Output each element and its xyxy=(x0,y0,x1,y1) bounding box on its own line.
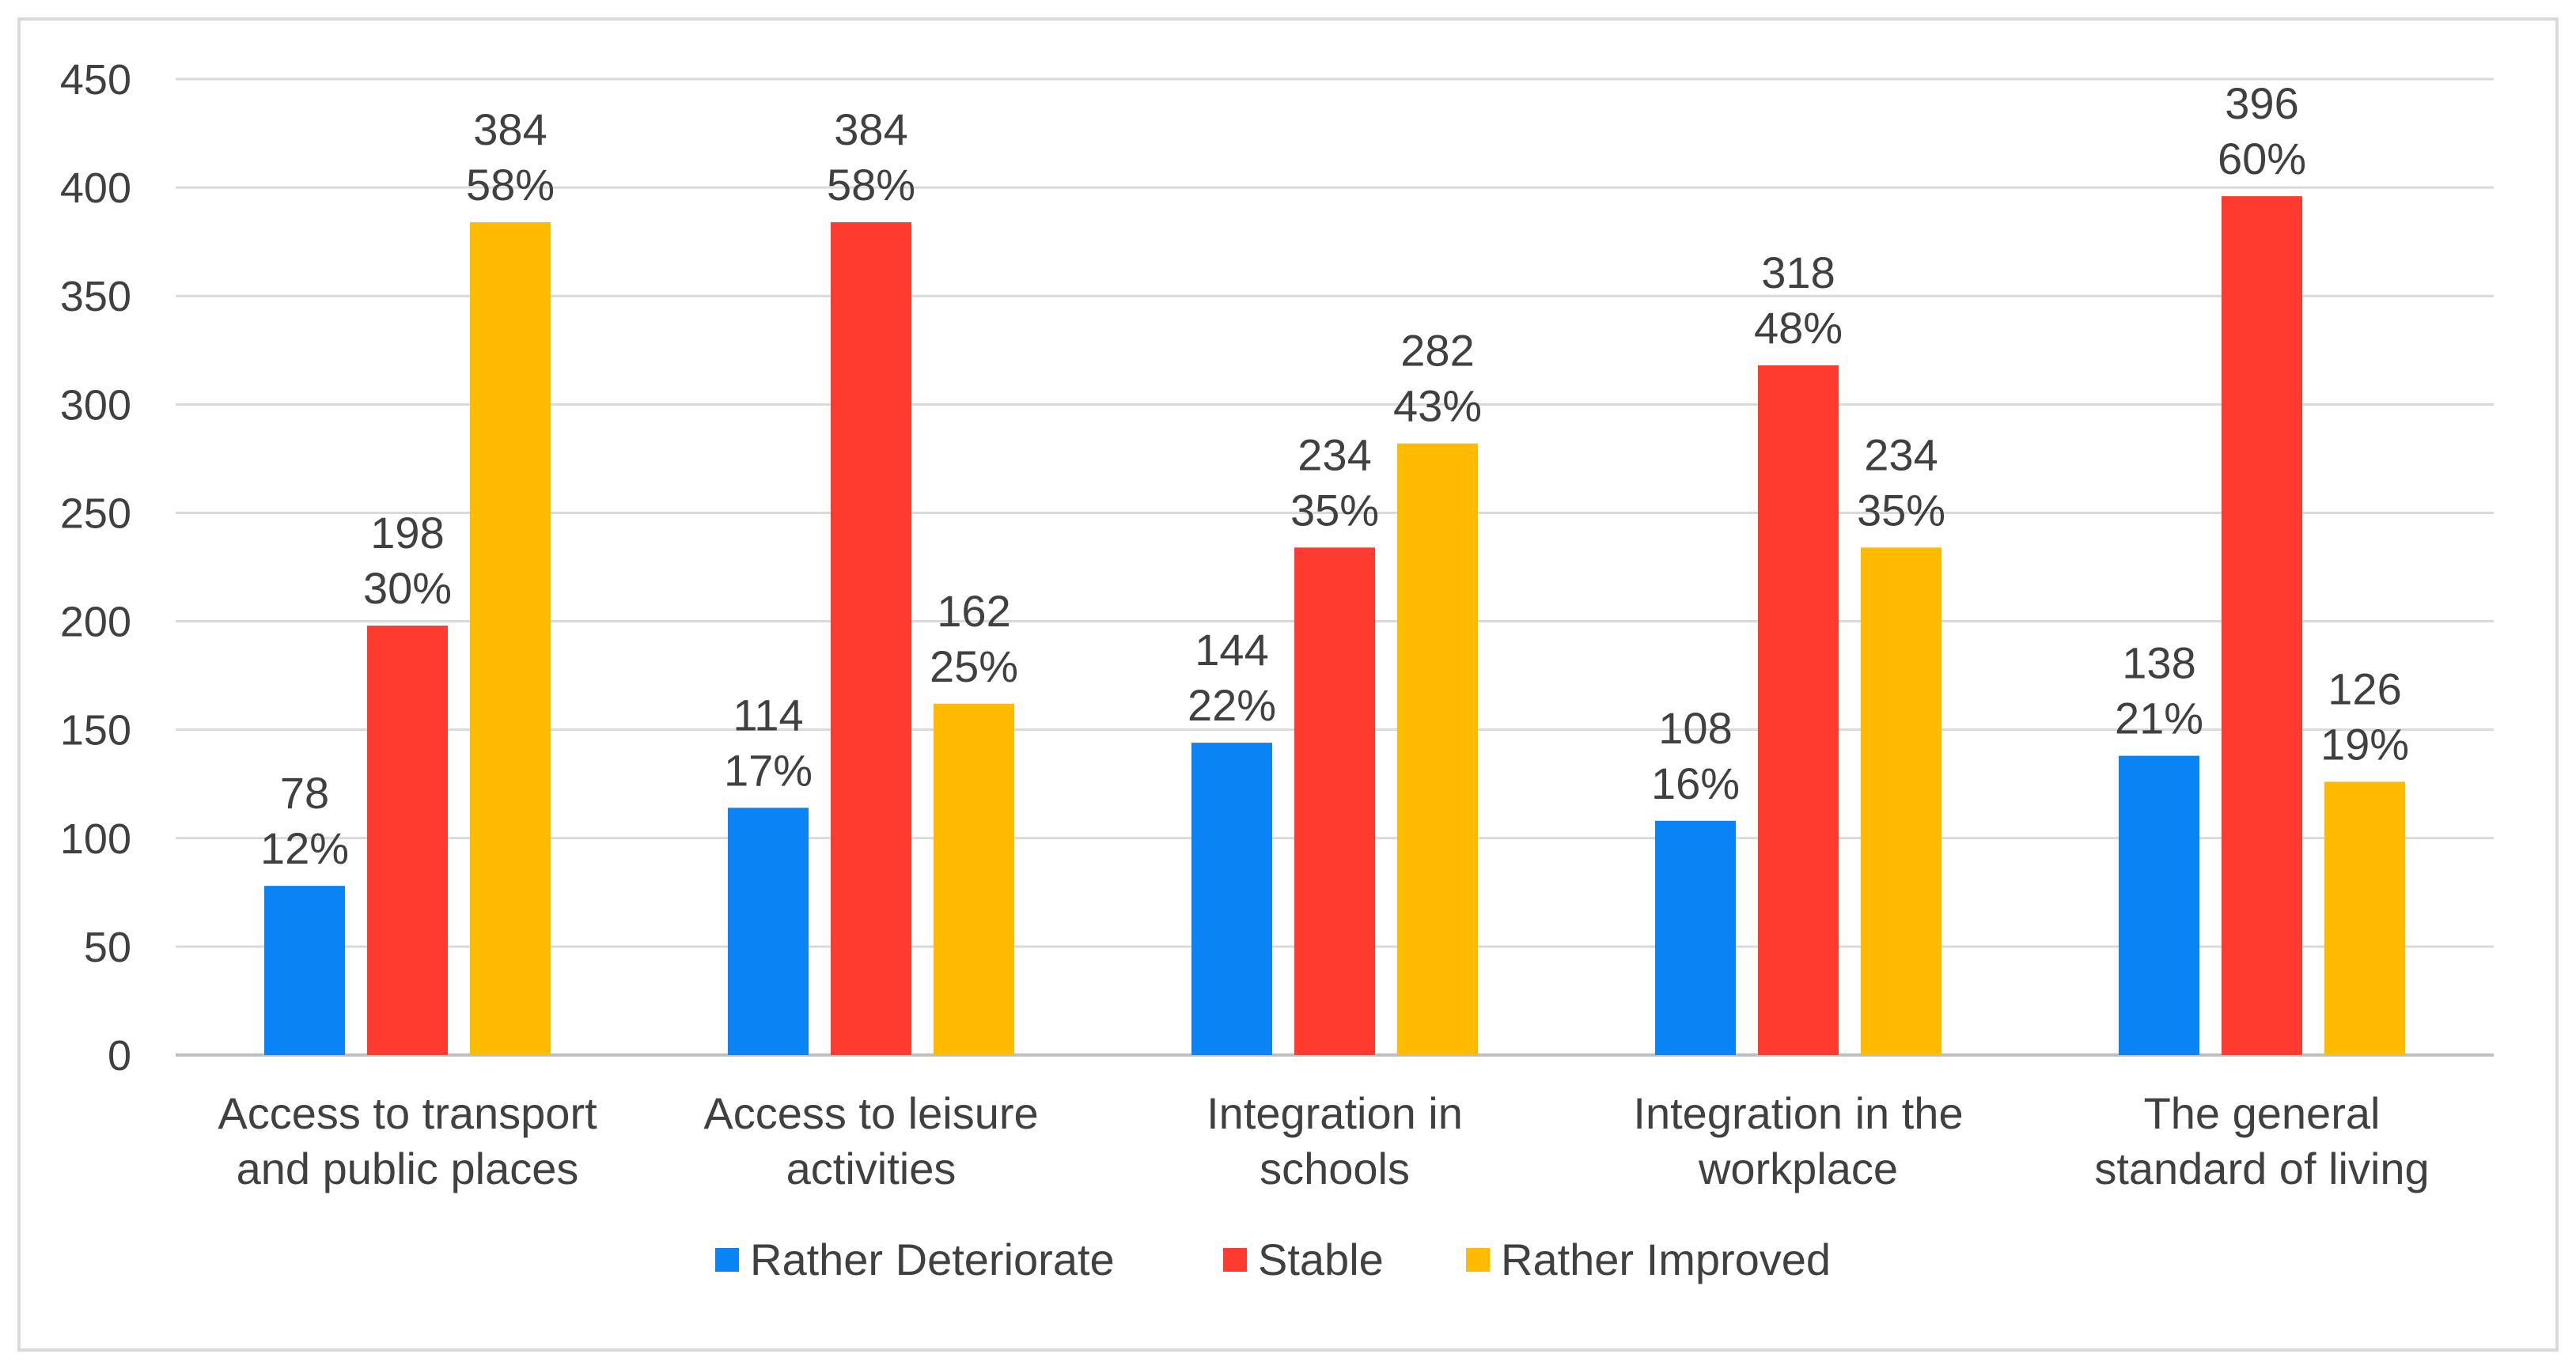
data-label-value: 282 xyxy=(1400,326,1474,376)
y-tick-label: 450 xyxy=(60,56,131,104)
bar xyxy=(1397,443,1478,1055)
x-category-label: The general xyxy=(2144,1088,2381,1138)
data-label-percent: 43% xyxy=(1393,381,1482,431)
data-label-percent: 58% xyxy=(466,160,555,210)
data-label-value: 396 xyxy=(2225,78,2298,128)
y-tick-label: 250 xyxy=(60,490,131,537)
data-label-value: 318 xyxy=(1761,248,1835,297)
y-axis-ticks: 0 50 100 150 200 250 300 350 400 450 xyxy=(60,56,131,1080)
x-category-label: schools xyxy=(1260,1144,1410,1193)
x-category-label: Integration in the xyxy=(1633,1088,1963,1138)
data-label-percent: 22% xyxy=(1188,680,1276,730)
gridlines xyxy=(176,78,2494,1057)
legend-label: Rather Improved xyxy=(1501,1235,1831,1284)
y-tick-label: 100 xyxy=(60,815,131,863)
data-label-percent: 16% xyxy=(1651,758,1740,808)
data-label-value: 138 xyxy=(2122,638,2195,688)
legend-label: Rather Deteriorate xyxy=(750,1235,1115,1284)
data-label-value: 162 xyxy=(937,586,1010,636)
bar xyxy=(728,807,809,1055)
data-label-percent: 48% xyxy=(1754,303,1843,353)
data-label-percent: 19% xyxy=(2320,719,2409,769)
legend-swatch xyxy=(1223,1248,1247,1272)
bar xyxy=(1758,365,1839,1055)
x-category-label: Access to transport xyxy=(218,1088,597,1138)
y-tick-label: 50 xyxy=(84,924,131,971)
data-label-value: 198 xyxy=(370,508,444,558)
bar xyxy=(367,626,448,1055)
data-label-value: 234 xyxy=(1864,429,1938,479)
bar xyxy=(934,703,1014,1055)
data-label-percent: 58% xyxy=(827,160,915,210)
legend-swatch xyxy=(715,1248,739,1272)
bar xyxy=(2222,196,2302,1056)
legend-label: Stable xyxy=(1258,1235,1384,1284)
x-category-label: activities xyxy=(786,1144,957,1193)
y-tick-label: 400 xyxy=(60,165,131,212)
data-label-percent: 35% xyxy=(1290,485,1379,535)
bar xyxy=(470,221,551,1055)
x-axis-categories: Access to transport and public places Acce… xyxy=(218,1088,2429,1193)
data-label-percent: 60% xyxy=(2218,134,2306,183)
y-tick-label: 200 xyxy=(60,599,131,646)
y-tick-label: 350 xyxy=(60,273,131,320)
data-label-percent: 25% xyxy=(930,641,1018,691)
y-tick-label: 150 xyxy=(60,707,131,754)
bars xyxy=(264,196,2405,1056)
bar xyxy=(2119,755,2199,1055)
x-category-label: workplace xyxy=(1698,1144,1898,1193)
legend-swatch xyxy=(1466,1248,1490,1272)
bar xyxy=(1655,820,1736,1055)
data-label-value: 114 xyxy=(733,690,803,739)
y-tick-label: 0 xyxy=(108,1032,131,1080)
data-label-percent: 21% xyxy=(2115,694,2203,743)
bar xyxy=(1191,743,1272,1055)
bar xyxy=(1861,547,1941,1055)
y-tick-label: 300 xyxy=(60,381,131,429)
x-category-label: Access to leisure xyxy=(703,1088,1038,1138)
data-label-percent: 17% xyxy=(724,745,813,795)
data-label-value: 384 xyxy=(834,104,907,154)
bar xyxy=(1294,547,1375,1055)
data-label-value: 126 xyxy=(2328,664,2401,713)
bar xyxy=(831,221,911,1055)
data-label-value: 108 xyxy=(1658,703,1732,753)
data-label-value: 234 xyxy=(1297,429,1371,479)
legend: Rather Deteriorate Stable Rather Improved xyxy=(715,1235,1831,1284)
data-label-value: 144 xyxy=(1195,625,1268,675)
x-category-label: Integration in xyxy=(1207,1088,1463,1138)
data-label-percent: 35% xyxy=(1857,485,1945,535)
data-label-percent: 12% xyxy=(260,823,349,873)
data-label-value: 78 xyxy=(280,768,329,818)
x-category-label: standard of living xyxy=(2094,1144,2429,1193)
data-label-percent: 30% xyxy=(363,563,452,613)
x-category-label: and public places xyxy=(237,1144,579,1193)
bar xyxy=(2324,781,2405,1055)
data-label-value: 384 xyxy=(473,104,547,154)
bar xyxy=(264,886,345,1055)
